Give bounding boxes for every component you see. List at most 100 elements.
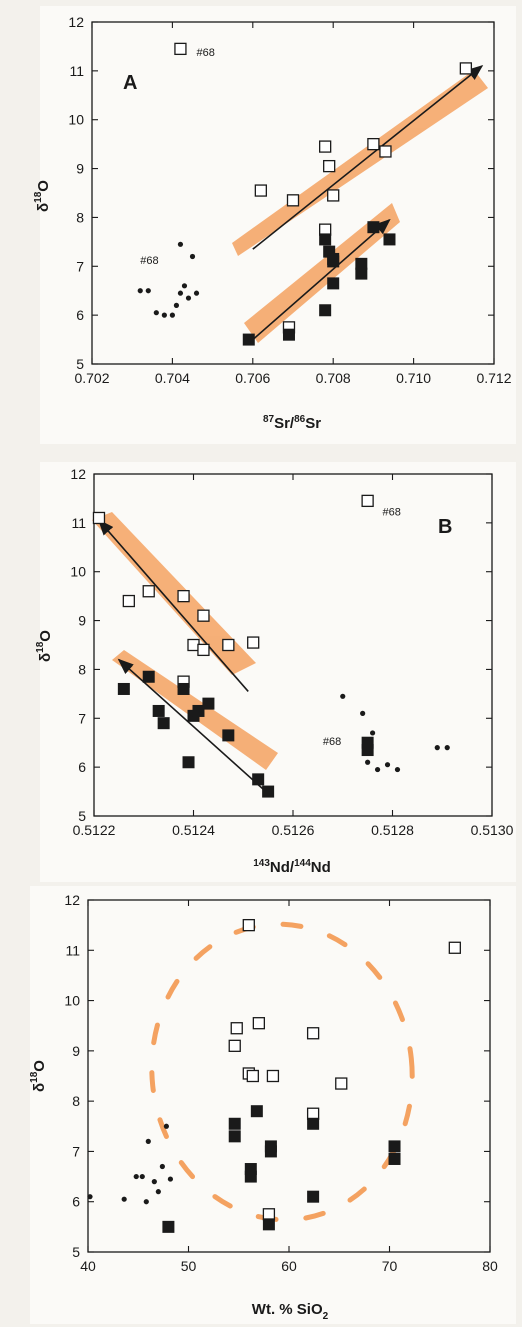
panel-a-y-tick-label: 11 (69, 63, 84, 79)
panel-a-filled-square-point (383, 233, 396, 246)
panel-b-sample-annotation: #68 (323, 736, 341, 748)
panel-c-open-square-point (335, 1077, 348, 1090)
panel-a-filled-square-point (367, 221, 380, 234)
panel-a-filled-square-point (327, 252, 340, 265)
panel-c-dot-point (145, 1138, 151, 1144)
panel-a-y-tick-label: 6 (76, 307, 84, 323)
panel-c-filled-square-point (228, 1130, 241, 1143)
panel-a-trend-arrow (252, 64, 484, 250)
panel-a-sample-annotation: #68 (197, 47, 215, 59)
panel-b-filled-square-point (142, 670, 155, 683)
panel-c-open-square-point (230, 1022, 243, 1035)
panel-b-y-tick-label: 7 (78, 710, 86, 726)
panel-b-open-square-point (122, 594, 135, 608)
panel-b-open-square-point (92, 511, 106, 525)
panel-c-y-tick-label: 5 (72, 1244, 80, 1260)
panel-c-filled-square-point (244, 1170, 257, 1183)
panel-b-filled-square-point (262, 785, 275, 798)
panel-a-annotations: #68 #68 (140, 47, 215, 267)
panel-a-x-tick-label: 0.708 (316, 370, 351, 386)
panel-b-y-tick-label: 12 (70, 466, 86, 482)
panel-b-x-ticks: 0.5122 0.5124 0.5126 0.5128 0.5130 (73, 474, 514, 838)
panel-b-filled-square-point (192, 704, 205, 717)
panel-c-dot-point (155, 1189, 161, 1195)
panel-c-y-tick-label: 8 (72, 1093, 80, 1109)
panel-a-points (137, 42, 473, 346)
panel-a-dot-point (189, 253, 196, 260)
panel-c-open-square-point (242, 918, 255, 932)
panel-b-x-tick-label: 0.5126 (272, 822, 315, 838)
panel-b-dot-point (370, 730, 376, 736)
panel-a-filled-square-point (355, 267, 368, 280)
panel-c-open-square-point (252, 1017, 266, 1030)
panel-c-filled-square-point (262, 1218, 275, 1231)
panel-c-dot-point (151, 1179, 157, 1185)
panel-a-y-tick-label: 10 (68, 112, 84, 128)
panel-b-trend-arrow (97, 519, 249, 692)
panel-b-filled-square-point (222, 729, 235, 742)
panel-c-x-axis-label: Wt. % SiO2 (252, 1301, 329, 1322)
panel-b-open-square-point (197, 643, 210, 657)
panel-a-y-tick-label: 8 (76, 209, 84, 225)
panel-a-open-square-point (323, 159, 336, 173)
panel-b-y-axis-label: δ18O (35, 630, 54, 662)
panel-c-dot-point (159, 1163, 165, 1170)
panel-c-dot-point (87, 1194, 93, 1200)
panel-a-dot-point (153, 310, 159, 316)
panel-b-open-square-point (247, 636, 260, 649)
panel-b-open-square-point (197, 609, 210, 622)
panel-c-y-axis-label: δ18O (29, 1060, 48, 1092)
panel-b-filled-square-point (117, 682, 130, 695)
panel-a-dot-point (145, 288, 151, 294)
panel-b-filled-square-point (252, 773, 265, 786)
panel-a-x-tick-label: 0.710 (396, 370, 431, 386)
panel-c-y-tick-label: 9 (72, 1043, 80, 1059)
panel-b-x-tick-label: 0.5128 (371, 822, 414, 838)
panel-b-open-square-point (361, 494, 374, 508)
panel-a-x-tick-label: 0.712 (476, 370, 511, 386)
panel-b-dot-point (374, 766, 381, 773)
panel-a-x-tick-label: 0.702 (74, 370, 109, 386)
panel-c-y-tick-label: 11 (65, 942, 80, 958)
panel-a-open-square-point (174, 42, 187, 56)
panel-c-background (30, 886, 516, 1324)
panel-b-x-tick-label: 0.5124 (172, 822, 215, 838)
panel-a-y-axis-label: δ18O (33, 180, 52, 212)
panel-c-x-tick-label: 70 (382, 1258, 398, 1274)
panel-a-x-ticks: 0.702 0.704 0.706 0.708 0.710 0.712 (74, 22, 512, 386)
panel-a-filled-square-point (319, 304, 332, 317)
panel-c-filled-square-point (307, 1190, 320, 1203)
panel-c-dot-point (143, 1199, 149, 1205)
panel-c-y-tick-label: 7 (72, 1143, 80, 1159)
panel-a-filled-square-point (242, 333, 255, 346)
panel-b-dot-point (360, 710, 366, 717)
panel-a-plot-area (91, 21, 495, 365)
panel-c-open-square-point (306, 1027, 320, 1040)
panel-a-filled-square-point (319, 233, 332, 246)
panel-b-filled-square-point (177, 682, 190, 695)
panel-c-filled-square-point (388, 1152, 401, 1165)
panel-b-open-square-point (222, 638, 235, 652)
panel-b-filled-square-point (152, 704, 165, 717)
panel-a-dot-point (193, 290, 200, 296)
panel-c-x-tick-label: 60 (281, 1258, 297, 1274)
panel-b-x-tick-label: 0.5122 (73, 822, 116, 838)
panel-a-filled-square-point (282, 328, 295, 341)
panel-a-open-square-point (286, 194, 300, 207)
panel-a-dot-point (137, 288, 143, 294)
panel-b-y-tick-label: 5 (78, 808, 86, 824)
panel-b-filled-square-point (182, 756, 195, 769)
panel-c-x-tick-label: 40 (80, 1258, 96, 1274)
panel-a-x-tick-label: 0.706 (235, 370, 270, 386)
panel-a-trend-arrow (252, 218, 391, 341)
panel-a-y-tick-label: 12 (68, 14, 84, 30)
panel-b-open-square-point (142, 585, 155, 598)
panel-c-dot-point (163, 1123, 169, 1129)
panel-a-dot-point (185, 295, 192, 301)
panel-a-x-tick-label: 0.704 (155, 370, 190, 386)
panel-b-filled-square-point (202, 697, 215, 710)
panel-c-filled-square-point (307, 1117, 320, 1130)
panel-c-x-tick-label: 50 (181, 1258, 197, 1274)
panel-c-open-square-point (262, 1208, 276, 1221)
panel-c-dot-point (139, 1173, 145, 1180)
